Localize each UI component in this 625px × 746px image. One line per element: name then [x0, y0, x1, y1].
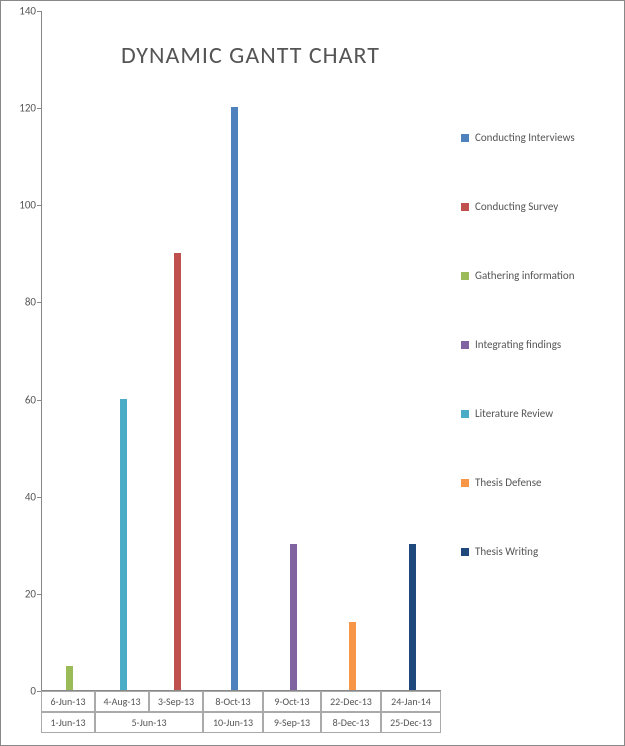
- legend-item: Thesis Defense: [461, 476, 616, 489]
- legend: Conducting Interviews Conducting Survey Ga…: [461, 131, 616, 614]
- y-tick-mark: [37, 594, 42, 595]
- legend-label: Literature Review: [475, 407, 553, 420]
- y-tick-mark: [37, 11, 42, 12]
- x-axis-bottom-cell: 25-Dec-13: [381, 712, 441, 733]
- bar: [349, 622, 356, 690]
- legend-marker: [461, 341, 469, 349]
- y-tick-label: 120: [4, 102, 36, 115]
- legend-label: Conducting Interviews: [475, 131, 575, 144]
- y-tick-label: 80: [4, 296, 36, 309]
- legend-label: Thesis Defense: [475, 476, 541, 489]
- y-tick-label: 60: [4, 393, 36, 406]
- x-axis-bottom-cell: 9-Sep-13: [263, 712, 321, 733]
- bar: [231, 107, 238, 690]
- legend-label: Thesis Writing: [475, 545, 538, 558]
- legend-label: Gathering information: [475, 269, 575, 282]
- legend-marker: [461, 134, 469, 142]
- y-tick-mark: [37, 400, 42, 401]
- legend-item: Conducting Interviews: [461, 131, 616, 144]
- y-tick-label: 20: [4, 587, 36, 600]
- bar: [66, 666, 73, 690]
- y-tick-label: 100: [4, 199, 36, 212]
- legend-marker: [461, 272, 469, 280]
- x-axis: 6-Jun-134-Aug-133-Sep-138-Oct-139-Oct-13…: [41, 691, 441, 733]
- bar: [174, 253, 181, 690]
- legend-item: Thesis Writing: [461, 545, 616, 558]
- legend-marker: [461, 410, 469, 418]
- y-tick-mark: [37, 302, 42, 303]
- x-axis-bottom-cell: 10-Jun-13: [203, 712, 263, 733]
- x-axis-bottom-cell: 5-Jun-13: [95, 712, 203, 733]
- y-tick-mark: [37, 108, 42, 109]
- x-axis-top-cell: 3-Sep-13: [149, 691, 203, 712]
- x-axis-top-cell: 9-Oct-13: [263, 691, 321, 712]
- bar: [409, 544, 416, 690]
- chart-container: DYNAMIC GANTT CHART 020406080100120140 6…: [0, 0, 625, 746]
- x-axis-top-cell: 22-Dec-13: [321, 691, 381, 712]
- legend-item: Integrating findings: [461, 338, 616, 351]
- y-tick-mark: [37, 205, 42, 206]
- legend-marker: [461, 548, 469, 556]
- bar: [120, 399, 127, 690]
- legend-marker: [461, 203, 469, 211]
- x-axis-top-cell: 24-Jan-14: [381, 691, 441, 712]
- y-tick-label: 40: [4, 490, 36, 503]
- y-tick-label: 0: [4, 685, 36, 698]
- legend-item: Literature Review: [461, 407, 616, 420]
- bar: [290, 544, 297, 690]
- x-axis-bottom-cell: 8-Dec-13: [321, 712, 381, 733]
- x-axis-bottom-cell: 1-Jun-13: [41, 712, 95, 733]
- legend-label: Conducting Survey: [475, 200, 558, 213]
- legend-item: Conducting Survey: [461, 200, 616, 213]
- x-axis-top-cell: 8-Oct-13: [203, 691, 263, 712]
- plot-area: 020406080100120140: [41, 11, 441, 691]
- legend-label: Integrating findings: [475, 338, 561, 351]
- legend-item: Gathering information: [461, 269, 616, 282]
- y-tick-mark: [37, 497, 42, 498]
- legend-marker: [461, 479, 469, 487]
- x-axis-top-cell: 4-Aug-13: [95, 691, 149, 712]
- y-tick-label: 140: [4, 5, 36, 18]
- x-axis-top-cell: 6-Jun-13: [41, 691, 95, 712]
